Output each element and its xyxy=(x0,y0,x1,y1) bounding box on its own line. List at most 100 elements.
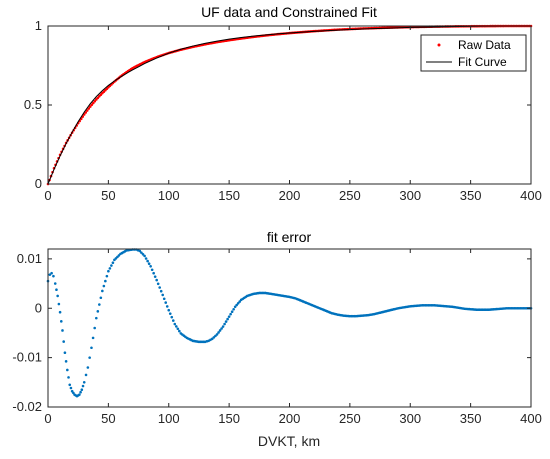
bottom-point xyxy=(78,393,81,396)
bottom-point xyxy=(230,310,234,314)
bottom-point xyxy=(59,320,63,323)
bottom-point xyxy=(111,261,115,265)
bottom-point xyxy=(223,322,226,326)
bottom-point xyxy=(155,278,158,282)
top-ticks: 0 50 100 150 200 250 300 350 400 0 0.5 1 xyxy=(24,18,542,203)
bottom-xtick-label: 400 xyxy=(520,411,542,426)
bottom-series-points-series xyxy=(46,248,533,398)
bottom-point xyxy=(146,259,149,263)
bottom-point xyxy=(98,303,101,306)
bottom-point xyxy=(57,302,61,306)
bottom-point xyxy=(229,312,232,316)
bottom-point xyxy=(140,251,143,254)
top-axes: UF data and Constrained Fit 0 50 100 150 200… xyxy=(24,4,542,203)
bottom-point xyxy=(141,252,145,256)
bottom-point xyxy=(227,315,231,318)
bottom-xtick-label: 50 xyxy=(101,411,115,426)
bottom-point xyxy=(62,340,65,343)
bottom-point xyxy=(107,269,110,273)
bottom-point xyxy=(58,310,62,314)
bottom-point xyxy=(238,300,241,303)
top-xtick-label: 0 xyxy=(44,188,51,203)
bottom-point xyxy=(171,319,175,322)
bottom-point xyxy=(162,297,166,301)
bottom-point xyxy=(152,271,155,275)
bottom-point xyxy=(143,254,146,258)
top-title: UF data and Constrained Fit xyxy=(201,4,377,20)
top-xtick-label: 50 xyxy=(101,188,115,203)
bottom-point xyxy=(161,293,165,297)
bottom-point xyxy=(82,381,86,384)
bottom-point xyxy=(153,275,157,278)
top-point xyxy=(88,105,92,108)
bottom-point xyxy=(217,331,220,334)
legend: Raw Data Fit Curve xyxy=(420,34,527,72)
top-ytick-label: 1 xyxy=(35,18,42,33)
bottom-point xyxy=(79,390,82,394)
bottom-point xyxy=(221,325,225,328)
legend-entry-fit-curve: Fit Curve xyxy=(458,55,507,69)
top-xtick-label: 150 xyxy=(218,188,240,203)
bottom-point xyxy=(69,386,73,390)
bottom-point xyxy=(236,302,240,305)
bottom-axes: fit error 0 50 100 150 200 250 300 350 4000.010-… xyxy=(12,229,541,449)
top-xtick-label: 300 xyxy=(399,188,421,203)
bottom-point xyxy=(159,289,163,293)
bottom-point xyxy=(224,320,228,323)
bottom-point xyxy=(147,262,151,265)
bottom-point xyxy=(233,305,237,309)
bottom-xtick-label: 0 xyxy=(44,411,51,426)
bottom-xtick-label: 100 xyxy=(158,411,180,426)
bottom-point xyxy=(167,308,171,312)
bottom-point xyxy=(138,249,142,253)
top-point xyxy=(91,101,95,105)
bottom-ytick-label: -0.01 xyxy=(12,350,42,365)
bottom-point xyxy=(80,388,84,392)
bottom-point xyxy=(86,366,90,369)
bottom-point xyxy=(226,317,229,321)
bottom-point xyxy=(165,305,169,308)
bottom-point xyxy=(156,282,160,286)
bottom-xlabel: DVKT, km xyxy=(258,433,320,449)
bottom-title: fit error xyxy=(267,229,312,245)
bottom-point xyxy=(68,383,72,387)
bottom-point xyxy=(168,312,172,315)
bottom-point xyxy=(175,325,178,328)
top-xtick-label: 400 xyxy=(520,188,542,203)
bottom-point xyxy=(53,282,57,285)
top-xtick-label: 250 xyxy=(339,188,361,203)
bottom-point xyxy=(102,284,106,288)
bottom-point xyxy=(235,303,238,307)
bottom-point xyxy=(93,326,96,330)
bottom-point xyxy=(110,264,113,267)
bottom-xtick-label: 350 xyxy=(460,411,482,426)
top-ytick-label: 0 xyxy=(35,176,42,191)
bottom-point xyxy=(66,368,69,372)
bottom-point xyxy=(90,346,93,350)
bottom-point xyxy=(61,329,64,332)
bottom-point xyxy=(101,289,104,293)
bottom-point xyxy=(150,268,154,272)
top-xtick-label: 350 xyxy=(460,188,482,203)
bottom-xtick-label: 300 xyxy=(399,411,421,426)
bottom-point xyxy=(164,301,168,304)
bottom-point xyxy=(104,279,107,283)
bottom-ytick-label: -0.02 xyxy=(12,399,42,414)
top-point xyxy=(87,107,91,110)
bottom-point xyxy=(84,373,88,377)
bottom-point xyxy=(99,296,103,300)
bottom-point xyxy=(176,327,180,331)
bottom-point xyxy=(81,384,85,388)
bottom-xtick-label: 250 xyxy=(339,411,361,426)
bottom-point xyxy=(144,257,148,260)
top-xtick-label: 200 xyxy=(279,188,301,203)
legend-entry-raw-data: Raw Data xyxy=(458,38,511,52)
bottom-point xyxy=(105,274,109,278)
bottom-point xyxy=(218,329,222,332)
bottom-point xyxy=(170,315,174,319)
bottom-point xyxy=(56,294,59,298)
bottom-point xyxy=(149,264,152,268)
top-xtick-label: 100 xyxy=(158,188,180,203)
top-point xyxy=(93,99,97,103)
